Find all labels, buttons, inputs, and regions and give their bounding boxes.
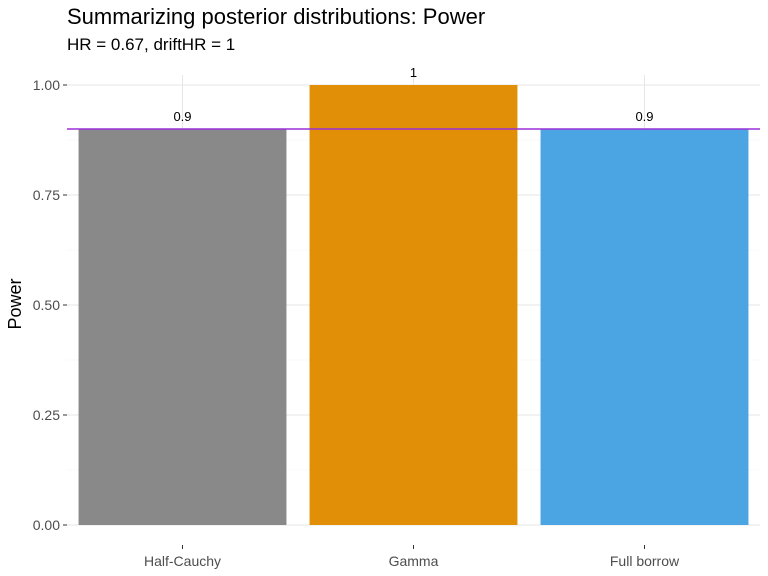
y-axis: 0.00 0.25 0.50 0.75 1.00 (33, 77, 67, 533)
data-labels: 0.9 1 0.9 (173, 65, 653, 124)
y-tick-label: 0.50 (33, 297, 60, 313)
data-label: 0.9 (635, 109, 653, 124)
data-label: 0.9 (173, 109, 191, 124)
x-axis: Half-Cauchy Gamma Full borrow (144, 545, 680, 569)
y-axis-title: Power (5, 278, 25, 329)
y-tick-label: 0.00 (33, 517, 60, 533)
y-tick-label: 0.25 (33, 407, 60, 423)
bar (309, 85, 518, 525)
y-tick-label: 1.00 (33, 77, 60, 93)
y-tick-label: 0.75 (33, 187, 60, 203)
chart-title: Summarizing posterior distributions: Pow… (67, 4, 486, 29)
x-tick-label: Half-Cauchy (144, 553, 221, 569)
bar (540, 129, 749, 525)
x-tick-label: Gamma (389, 553, 439, 569)
chart-subtitle: HR = 0.67, driftHR = 1 (67, 35, 236, 54)
data-label: 1 (410, 65, 417, 80)
bars (78, 85, 749, 525)
bar (78, 129, 287, 525)
x-tick-label: Full borrow (610, 553, 680, 569)
